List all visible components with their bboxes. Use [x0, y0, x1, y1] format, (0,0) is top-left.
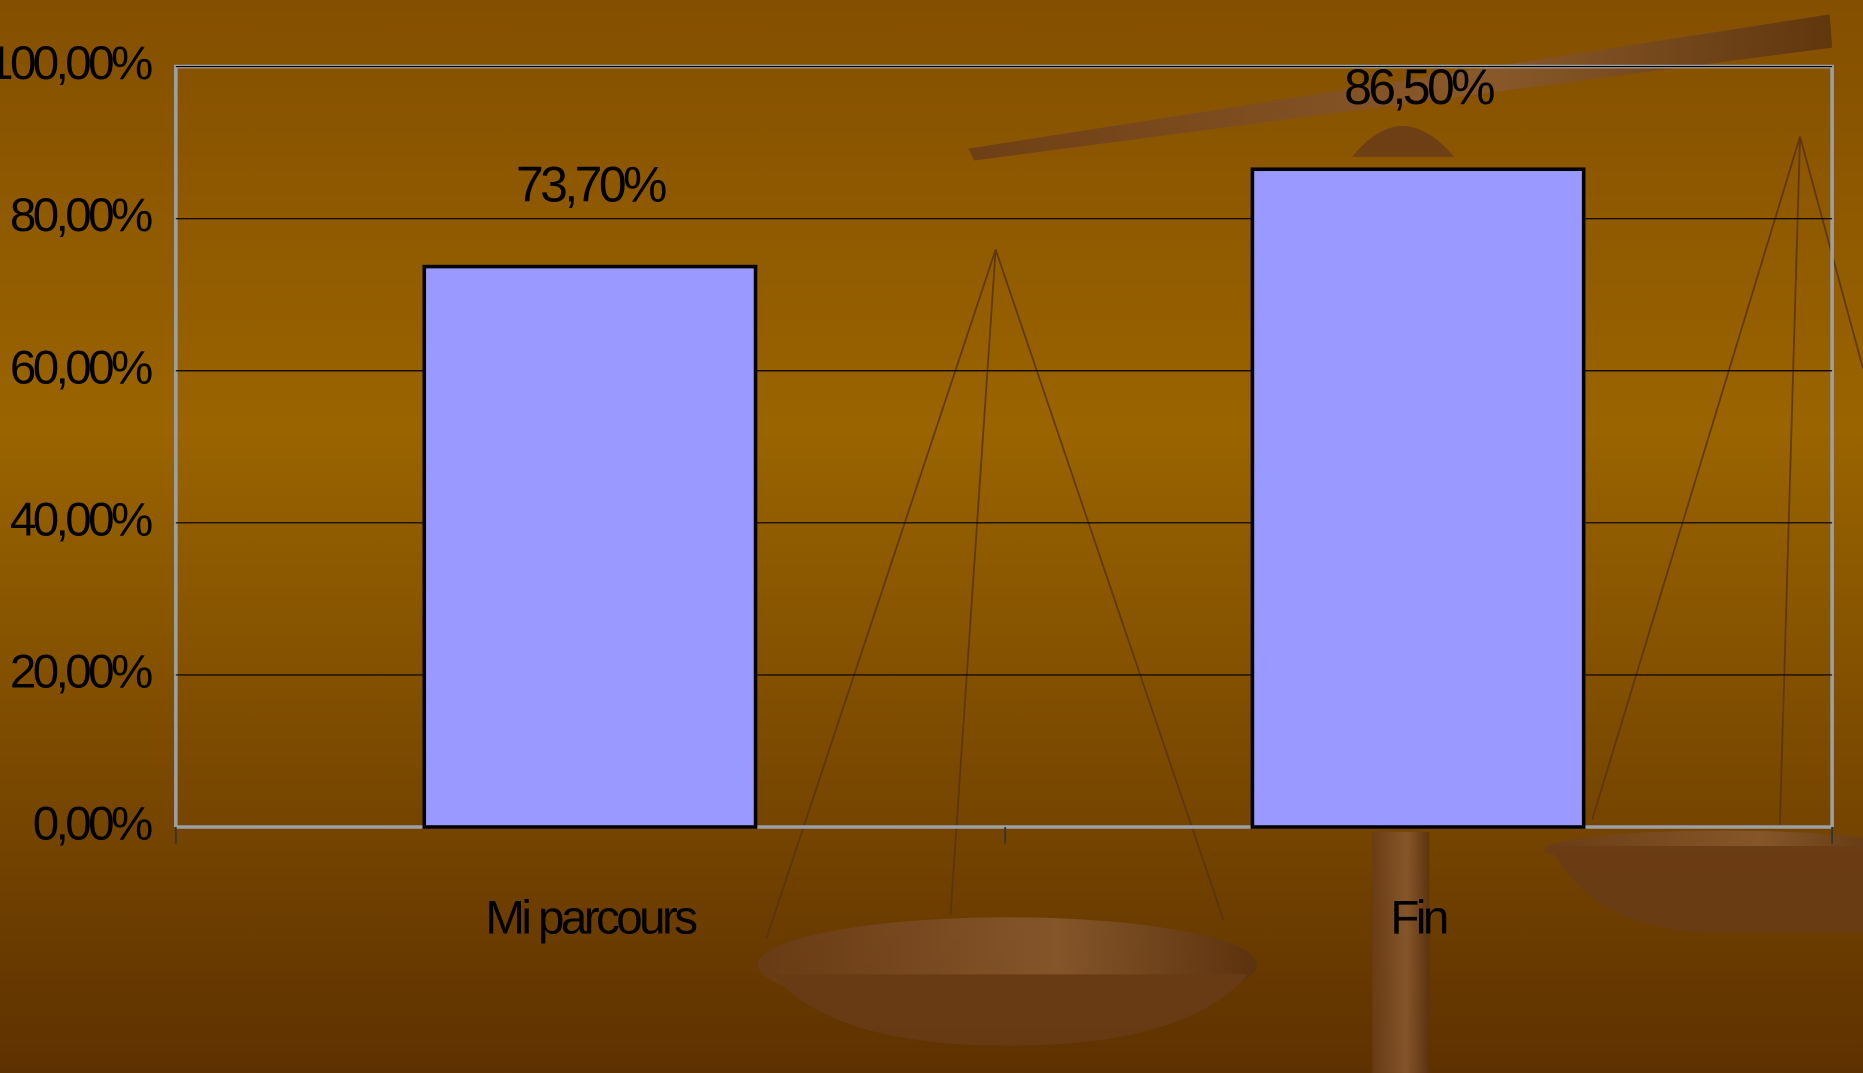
y-tick-label: 100,00% — [0, 37, 152, 90]
value-label: 73,70% — [516, 156, 666, 212]
y-tick-label: 0,00% — [33, 798, 152, 851]
y-tick-label: 60,00% — [10, 341, 152, 394]
scale-decoration — [758, 14, 1863, 1073]
x-tick-label: Fin — [1390, 891, 1446, 944]
bar — [1250, 167, 1586, 829]
bar — [422, 264, 758, 829]
y-tick-label: 20,00% — [10, 645, 152, 698]
x-tick-label: Mi parcours — [485, 891, 697, 944]
value-label: 86,50% — [1344, 59, 1494, 115]
y-tick-label: 40,00% — [10, 493, 152, 546]
y-tick-label: 80,00% — [10, 189, 152, 242]
